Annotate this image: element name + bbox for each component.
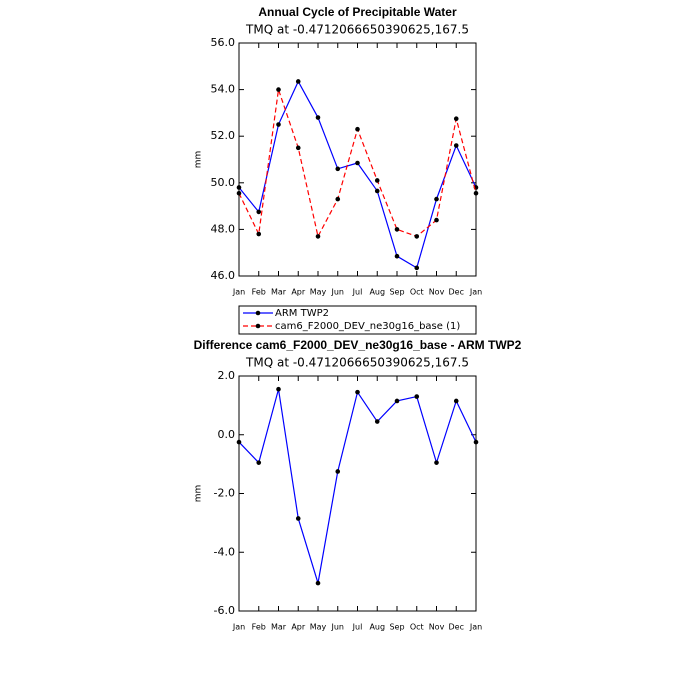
chart-title: Annual Cycle of Precipitable Water xyxy=(258,5,457,19)
point xyxy=(315,580,321,586)
point xyxy=(276,87,281,92)
point xyxy=(434,460,439,465)
y-tick-label: -2.0 xyxy=(214,487,235,500)
y-tick-label: 50.0 xyxy=(211,176,236,189)
plot-frame xyxy=(238,42,477,277)
x-tick-label: Jun xyxy=(331,623,345,632)
legend-marker xyxy=(255,310,261,316)
point xyxy=(414,265,420,271)
point xyxy=(315,234,321,239)
x-tick-label: Aug xyxy=(369,288,385,297)
x-tick-label: Dec xyxy=(449,288,464,297)
x-tick-label: Feb xyxy=(252,623,266,632)
y-axis-label: mm xyxy=(194,485,204,503)
x-tick-label: Nov xyxy=(429,623,445,632)
point xyxy=(394,398,400,404)
point xyxy=(434,217,439,223)
point xyxy=(256,231,262,237)
point xyxy=(276,386,281,392)
x-tick-label: Dec xyxy=(449,623,464,632)
x-tick-label: Jan xyxy=(469,288,482,297)
point xyxy=(473,439,479,445)
chart-subtitle: TMQ at -0.4712066650390625,167.5 xyxy=(245,356,469,370)
point xyxy=(414,234,420,239)
legend-label: cam6_F2000_DEV_ne30g16_base (1) xyxy=(275,321,460,332)
legend-label: ARM TWP2 xyxy=(275,308,329,319)
x-tick-label: Apr xyxy=(291,288,306,297)
x-tick-label: Nov xyxy=(429,288,445,297)
point xyxy=(453,116,459,122)
x-tick-label: Mar xyxy=(271,288,287,297)
chart-title: Difference cam6_F2000_DEV_ne30g16_base -… xyxy=(194,338,522,352)
point xyxy=(236,439,242,445)
x-tick-label: Jan xyxy=(232,623,245,632)
point xyxy=(256,209,262,215)
y-tick-label: 2.0 xyxy=(218,369,236,382)
point xyxy=(355,389,360,395)
y-tick-label: 54.0 xyxy=(211,83,236,96)
legend-marker xyxy=(255,323,261,329)
point xyxy=(295,145,301,151)
x-tick-label: Oct xyxy=(410,623,424,632)
point xyxy=(315,115,321,120)
point xyxy=(374,419,380,424)
point xyxy=(374,178,380,183)
x-tick-label: Sep xyxy=(389,288,404,297)
point xyxy=(295,79,301,84)
point xyxy=(394,227,400,232)
point xyxy=(453,398,459,404)
point xyxy=(394,253,400,259)
y-tick-label: 46.0 xyxy=(211,269,236,282)
x-tick-label: May xyxy=(310,288,327,297)
point xyxy=(434,196,439,202)
x-tick-label: Jul xyxy=(352,623,363,632)
point xyxy=(335,196,341,202)
x-tick-label: Sep xyxy=(389,623,404,632)
y-tick-label: -4.0 xyxy=(214,545,235,558)
point xyxy=(236,185,242,190)
x-tick-label: Jan xyxy=(469,623,482,632)
x-tick-label: Jun xyxy=(331,288,345,297)
point xyxy=(355,126,360,132)
point xyxy=(473,190,479,196)
point xyxy=(374,188,380,194)
legend-box xyxy=(238,305,477,335)
point xyxy=(236,190,242,196)
point xyxy=(276,122,281,127)
point xyxy=(335,166,341,172)
plot-frame xyxy=(238,375,477,612)
x-tick-label: May xyxy=(310,623,327,632)
x-tick-label: Jan xyxy=(232,288,245,297)
point xyxy=(453,143,459,148)
y-axis-label: mm xyxy=(194,151,204,169)
x-tick-label: Feb xyxy=(252,288,266,297)
x-tick-label: Oct xyxy=(410,288,424,297)
y-tick-label: 48.0 xyxy=(211,222,236,235)
series-line xyxy=(238,389,477,584)
point xyxy=(256,460,262,465)
chart-subtitle: TMQ at -0.4712066650390625,167.5 xyxy=(245,23,469,37)
x-tick-label: Mar xyxy=(271,623,287,632)
point xyxy=(414,394,420,399)
y-tick-label: 0.0 xyxy=(218,428,236,441)
point xyxy=(295,516,301,521)
y-tick-label: 52.0 xyxy=(211,129,236,142)
point xyxy=(335,469,341,474)
y-tick-label: -6.0 xyxy=(214,604,235,617)
x-tick-label: Jul xyxy=(352,288,363,297)
series-line xyxy=(238,80,477,269)
x-tick-label: Aug xyxy=(369,623,385,632)
y-tick-label: 56.0 xyxy=(211,36,236,49)
x-tick-label: Apr xyxy=(291,623,306,632)
point xyxy=(355,160,360,166)
